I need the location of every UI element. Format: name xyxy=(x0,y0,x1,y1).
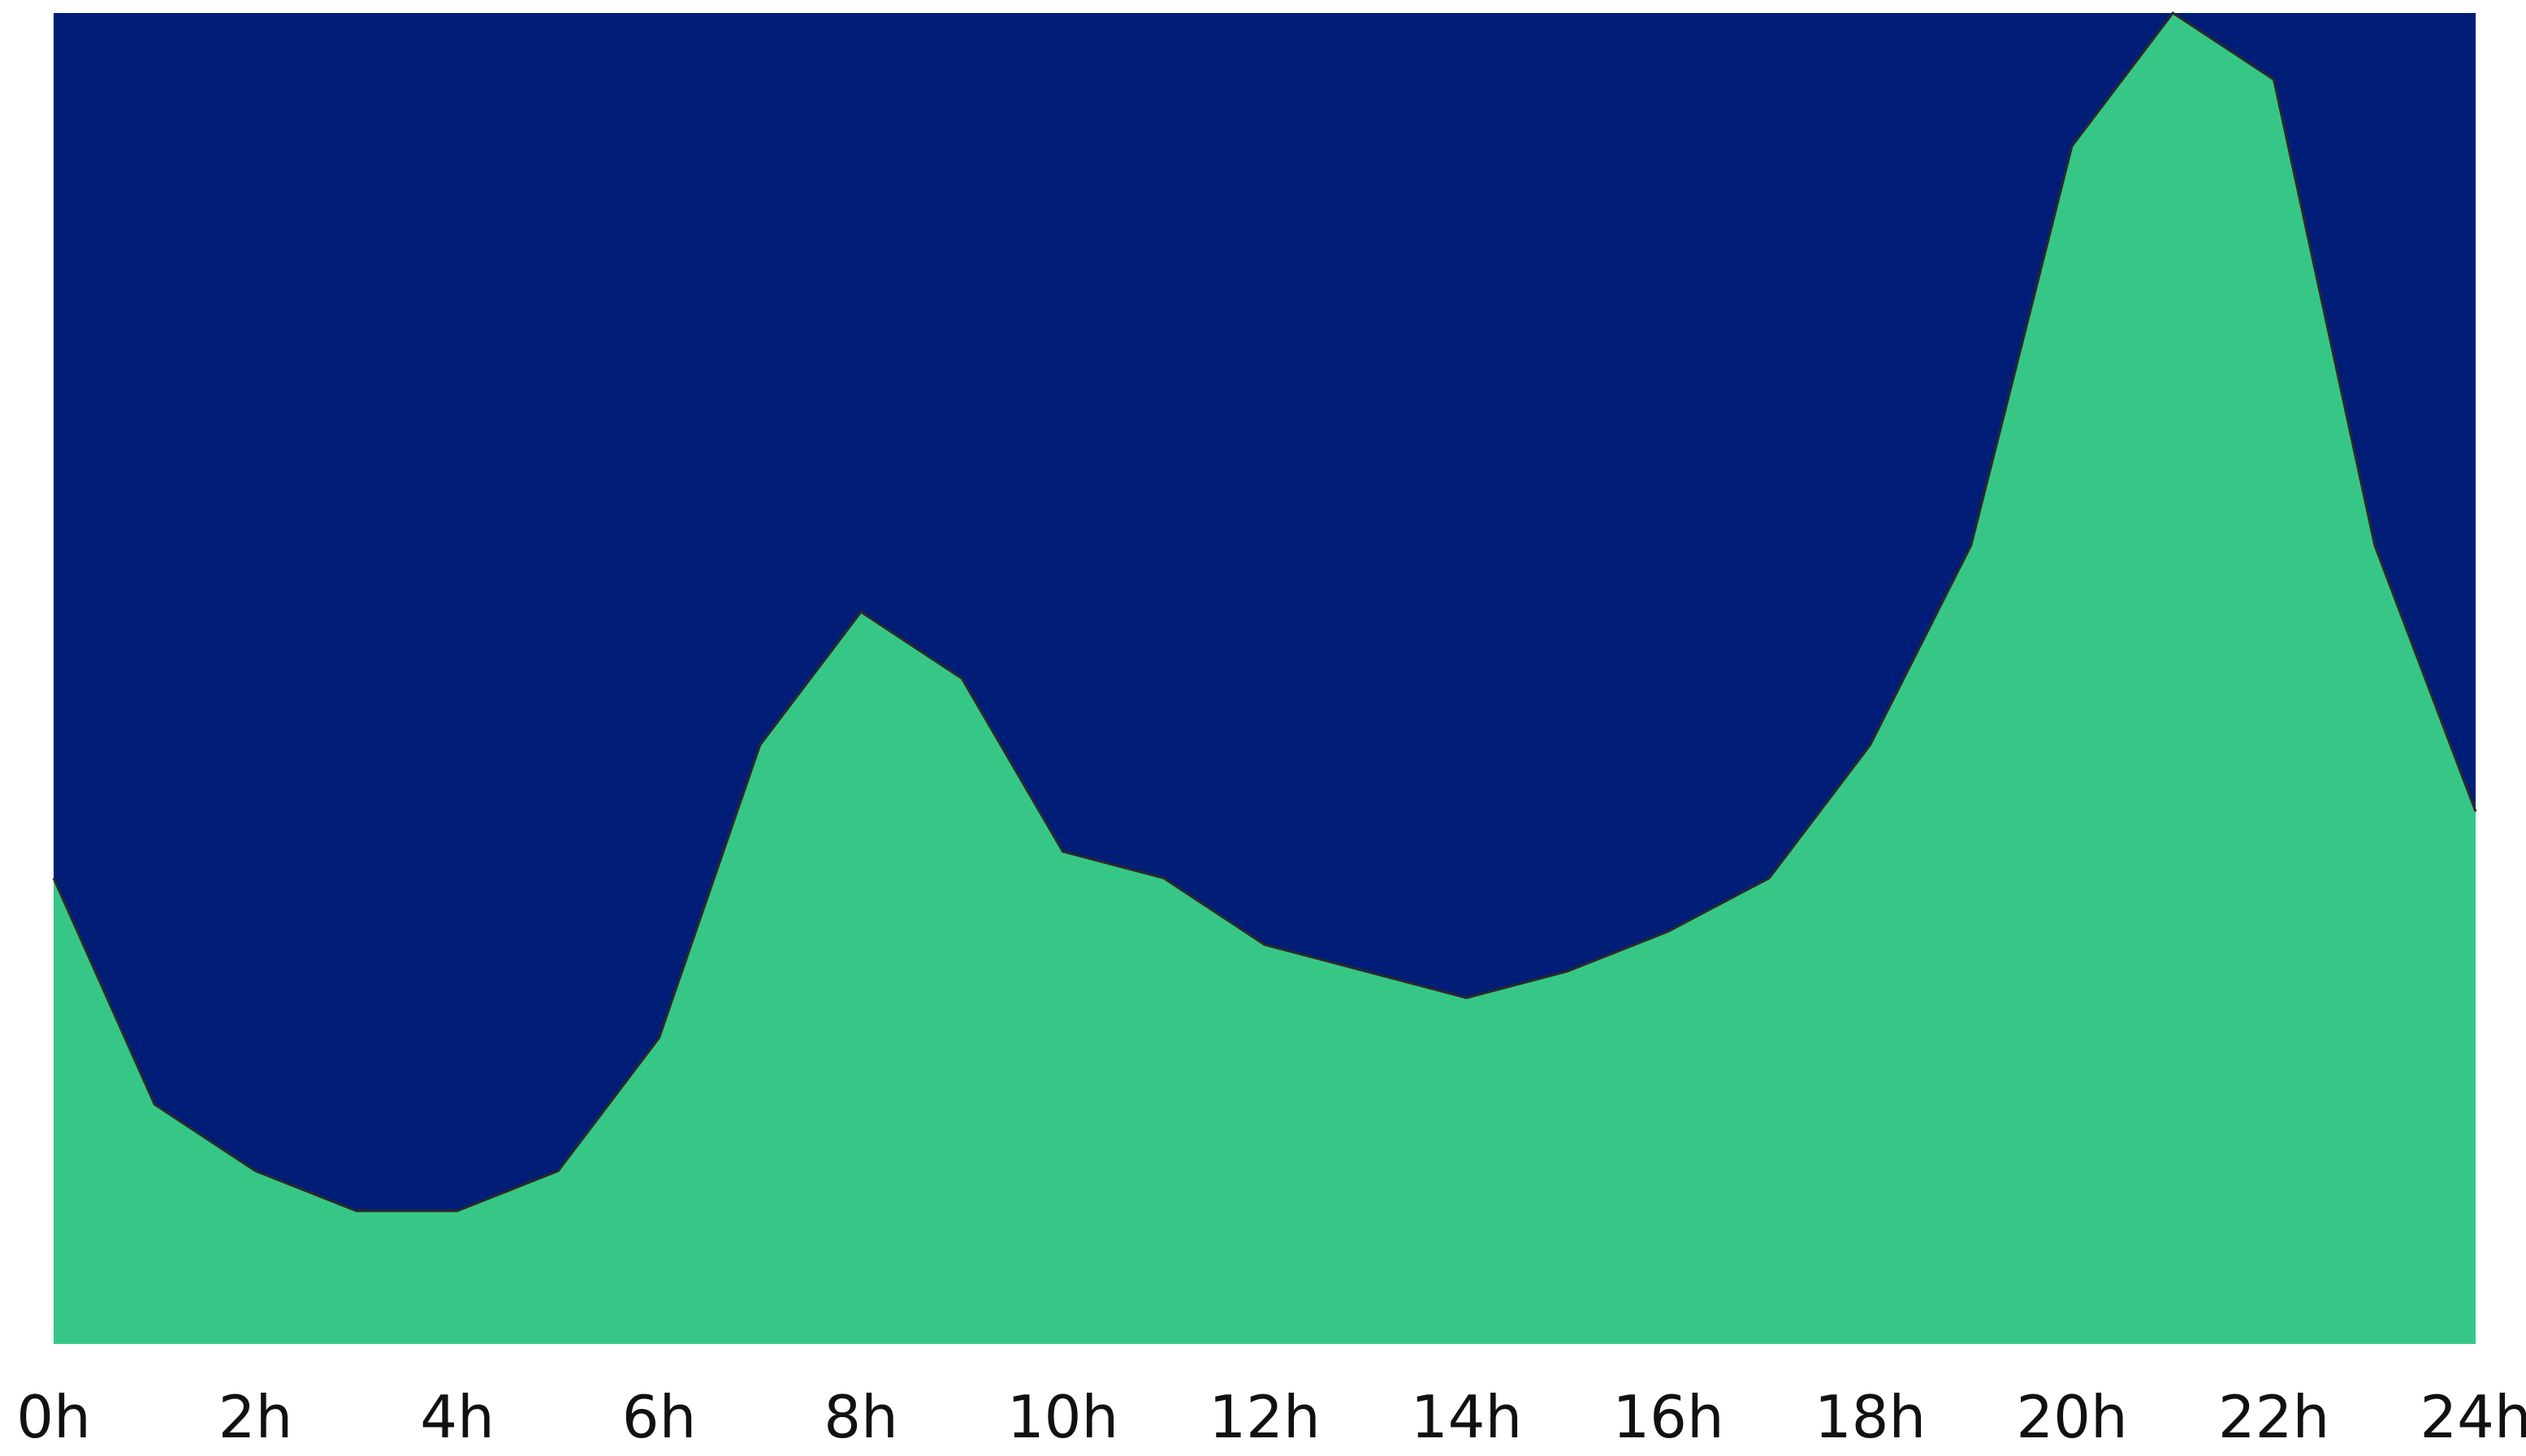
x-tick-label: 22h xyxy=(2218,1383,2329,1451)
x-tick-label: 10h xyxy=(1007,1383,1118,1451)
x-tick-label: 4h xyxy=(420,1383,494,1451)
x-axis-tick-labels: 0h 2h 4h 6h 8h 10h 12h 14h 16h 18h 20h 22h 24h xyxy=(16,1383,2526,1451)
x-tick-label: 12h xyxy=(1209,1383,1320,1451)
x-tick-label: 6h xyxy=(622,1383,696,1451)
x-tick-label: 20h xyxy=(2016,1383,2127,1451)
x-tick-label: 16h xyxy=(1612,1383,1724,1451)
x-tick-label: 14h xyxy=(1411,1383,1522,1451)
x-tick-label: 0h xyxy=(16,1383,90,1451)
x-tick-label: 18h xyxy=(1814,1383,1926,1451)
x-tick-label: 8h xyxy=(824,1383,898,1451)
x-tick-label: 2h xyxy=(218,1383,292,1451)
area-series-line xyxy=(52,11,2477,1212)
area-series xyxy=(54,13,2476,1344)
x-tick-label: 24h xyxy=(2420,1383,2526,1451)
